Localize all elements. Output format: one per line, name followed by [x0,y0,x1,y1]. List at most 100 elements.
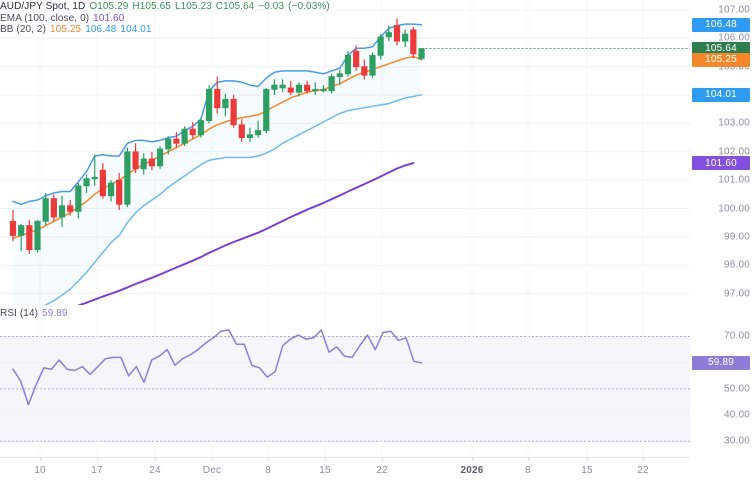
time-axis-label: 17 [91,465,103,476]
candlestick[interactable] [336,69,343,86]
candlestick[interactable] [140,153,147,175]
candlestick[interactable] [287,80,294,96]
candlestick[interactable] [377,34,384,60]
candlestick[interactable] [361,59,368,80]
candlestick[interactable] [197,117,205,138]
candlestick[interactable] [214,76,221,114]
candlestick[interactable] [173,131,180,148]
candlestick[interactable] [353,45,360,71]
candle-body [214,88,221,109]
candlestick[interactable] [132,143,139,174]
candlestick[interactable] [107,180,115,202]
candlestick[interactable] [295,82,303,97]
candle-body [58,205,66,218]
candlestick[interactable] [189,122,196,140]
candle-body [140,158,147,170]
time-axis-label: 24 [149,465,161,476]
candlestick[interactable] [148,151,155,171]
candlestick[interactable] [165,136,172,155]
rsi-indicator-pane[interactable] [0,305,754,457]
price-chart-pane[interactable] [0,0,754,305]
bb-basis-badge[interactable]: 105.25 [692,52,750,67]
candlestick[interactable] [312,82,319,96]
candle-body [148,158,155,167]
rsi-axis-tick: 70.00 [723,330,750,342]
candlestick[interactable] [238,119,245,142]
candlestick[interactable] [410,26,417,59]
candlestick[interactable] [402,29,409,47]
candle-body [385,32,392,38]
rsi-line [12,329,423,406]
candle-body [75,185,82,212]
price-axis-tick: 105.00 [718,61,750,73]
candlestick[interactable] [58,195,66,227]
candlestick[interactable] [26,219,33,254]
candle-body [344,54,352,75]
rsi-value-badge[interactable]: 59.89 [692,355,750,370]
candlestick[interactable] [83,174,90,193]
candlestick[interactable] [344,51,352,77]
candle-body [377,36,384,56]
candlestick[interactable] [222,93,229,117]
candlestick[interactable] [328,73,335,94]
candlestick[interactable] [34,219,41,253]
bb-lower-badge[interactable]: 104.01 [692,87,750,102]
candlestick[interactable] [263,87,270,134]
candle-body [26,225,33,251]
candlestick[interactable] [116,173,123,210]
candlestick[interactable] [181,126,188,147]
candlestick[interactable] [75,183,82,219]
candlestick[interactable] [91,154,98,186]
candlestick[interactable] [320,85,327,93]
candle-body [173,138,180,144]
candlestick[interactable] [418,48,425,61]
price-scale-axis[interactable]: 107.00 106.00 105.00 103.00 102.00 101.00 100.… [690,0,754,483]
candle-body [410,29,417,55]
candlestick[interactable] [205,85,213,124]
candle-body [156,148,164,167]
time-axis-label: 22 [376,465,388,476]
candlestick[interactable] [42,192,49,226]
candle-body [197,120,205,136]
candlestick[interactable] [393,18,401,46]
time-axis-label: Dec [202,465,222,476]
last-price-badge[interactable]: 105.64 [692,41,750,56]
time-axis-label: 2026 [460,465,484,476]
candlestick[interactable] [67,200,74,216]
candle-body [230,98,237,126]
candlestick[interactable] [9,209,17,242]
candlestick[interactable] [230,95,237,128]
price-axis-tick: 107.00 [718,4,750,16]
candlestick[interactable] [254,120,262,138]
candle-body [165,138,172,150]
candle-body [124,151,131,205]
price-axis-tick: 106.00 [718,32,750,44]
time-scale-axis[interactable]: 10 17 24 Dec 8 15 22 2026 8 15 22 [0,457,754,483]
candle-body [279,84,286,89]
candlestick[interactable] [385,25,392,42]
price-axis-tick: 97.00 [723,288,750,300]
price-axis-tick: 103.00 [718,117,750,129]
time-axis-tick-mark [382,457,383,461]
candlestick[interactable] [246,127,254,142]
time-axis-tick-mark [643,457,644,461]
bb-upper-badge[interactable]: 106.48 [692,17,750,32]
time-axis-tick-mark [212,457,213,461]
candlestick[interactable] [50,194,57,222]
ema-badge[interactable]: 101.60 [692,156,750,171]
price-axis-tick: 102.00 [718,146,750,158]
candlestick[interactable] [369,52,376,79]
candle-body [107,182,115,197]
candlestick[interactable] [279,79,286,93]
rsi-plot [0,305,690,457]
candlestick[interactable] [271,79,278,96]
candlestick[interactable] [156,146,164,169]
candlestick[interactable] [124,147,131,208]
candlestick[interactable] [18,224,25,252]
candlestick[interactable] [99,163,106,199]
candlestick[interactable] [304,80,311,94]
candle-body [83,178,90,187]
price-axis-tick: 99.00 [723,231,750,243]
rsi-axis-tick: 50.00 [723,383,750,395]
